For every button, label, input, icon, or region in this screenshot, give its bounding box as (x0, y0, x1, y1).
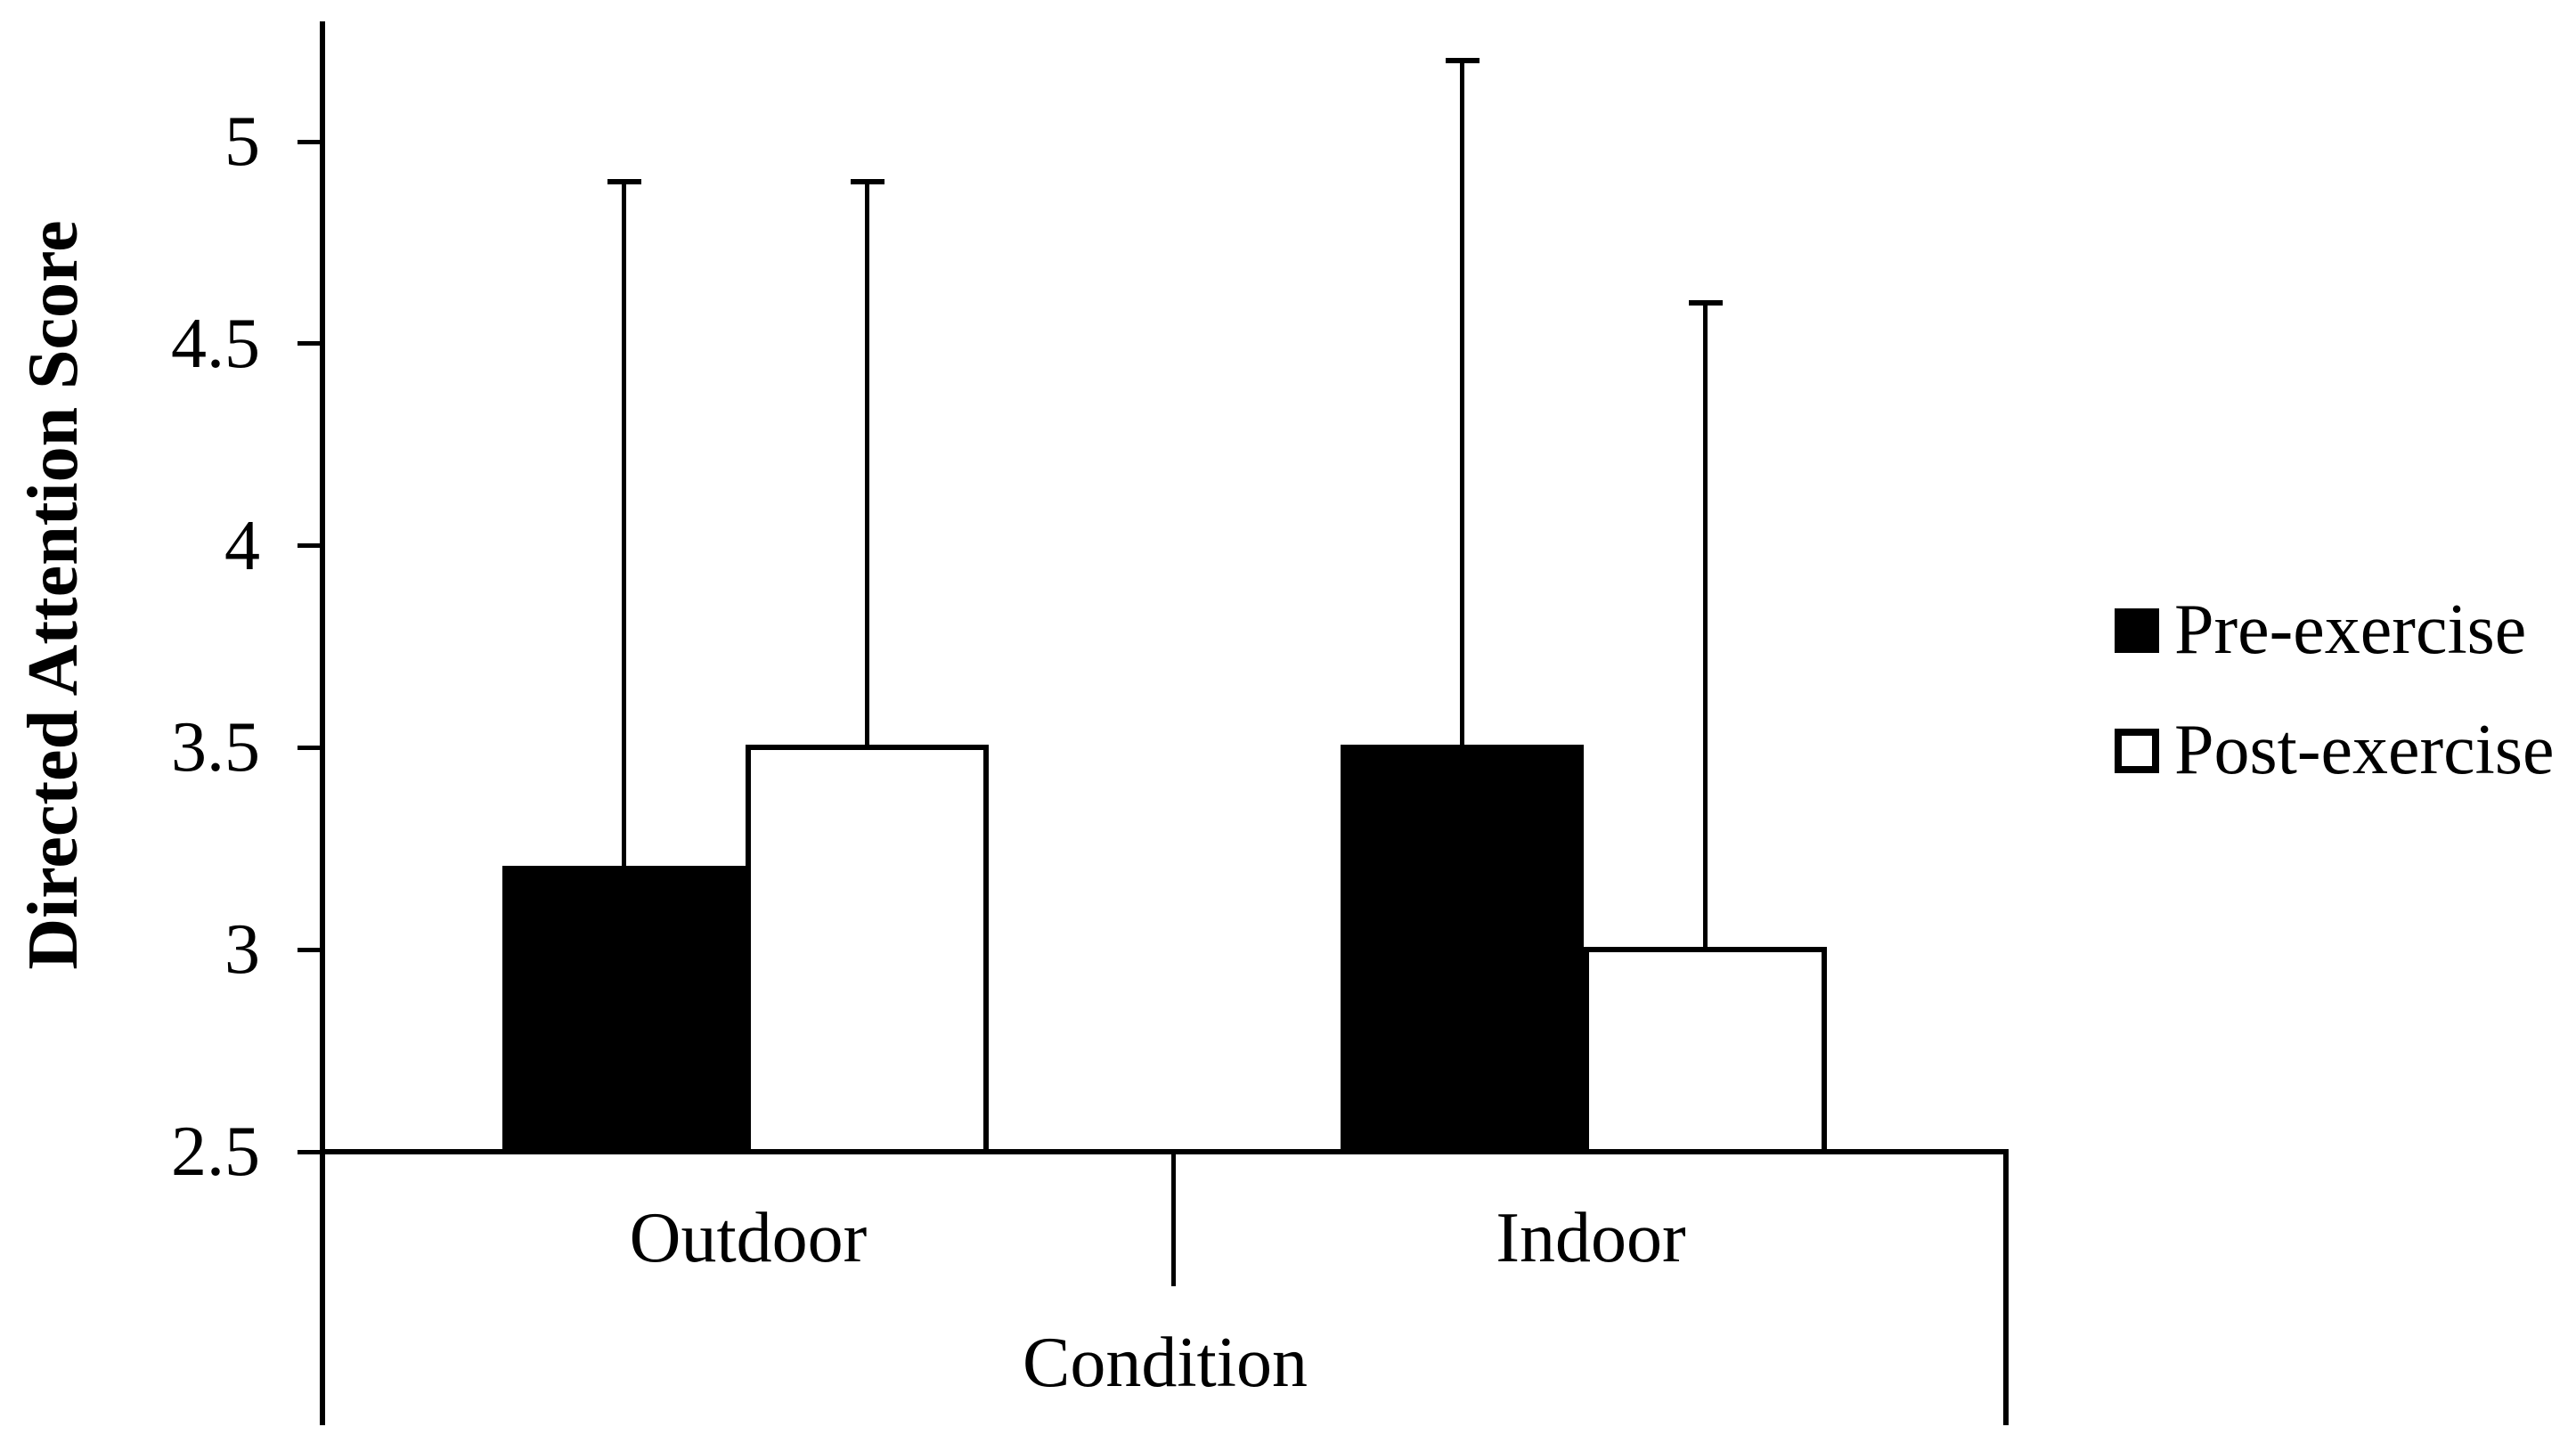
y-tick-label: 3 (224, 910, 260, 990)
error-cap-indoor-post-exercise (1688, 300, 1723, 306)
category-label-outdoor: Outdoor (629, 1199, 868, 1277)
y-tick-label: 3.5 (171, 708, 260, 787)
legend-swatch-pre-exercise-icon (2115, 607, 2159, 653)
legend: Pre-exercise Post-exercise (2115, 570, 2555, 811)
y-axis-title: Directed Attention Score (14, 220, 93, 970)
bar-indoor-pre-exercise (1341, 745, 1584, 1154)
legend-item-pre-exercise: Pre-exercise (2115, 570, 2555, 690)
y-tick-label: 4 (224, 506, 260, 585)
legend-item-post-exercise: Post-exercise (2115, 690, 2555, 811)
y-tick-mark (298, 745, 320, 750)
y-axis-line (320, 21, 325, 1425)
error-bar-outdoor-post-exercise (865, 184, 869, 748)
error-cap-outdoor-post-exercise (850, 179, 884, 185)
y-tick-mark (298, 139, 320, 144)
axis-frame-right-line (2003, 1149, 2009, 1425)
bar-outdoor-post-exercise (746, 745, 989, 1154)
error-bar-outdoor-pre-exercise (622, 184, 626, 869)
category-label-indoor: Indoor (1496, 1199, 1686, 1277)
bar-outdoor-pre-exercise (502, 866, 746, 1154)
error-cap-indoor-pre-exercise (1445, 58, 1480, 64)
x-axis-title: Condition (1022, 1324, 1308, 1402)
category-divider-line (1171, 1154, 1176, 1286)
y-tick-label: 2.5 (171, 1113, 260, 1191)
y-tick-mark (298, 1149, 320, 1154)
legend-label-pre-exercise: Pre-exercise (2174, 591, 2527, 669)
y-tick-mark (298, 947, 320, 952)
bar-indoor-post-exercise (1584, 947, 1827, 1154)
y-tick-mark (298, 543, 320, 549)
error-bar-indoor-pre-exercise (1460, 63, 1464, 748)
y-tick-label: 4.5 (171, 304, 260, 383)
error-cap-outdoor-pre-exercise (607, 179, 641, 185)
legend-label-post-exercise: Post-exercise (2174, 711, 2555, 789)
y-tick-label: 5 (224, 102, 260, 181)
y-tick-mark (298, 341, 320, 347)
x-axis-line (320, 1149, 2009, 1154)
error-bar-indoor-post-exercise (1703, 306, 1708, 950)
legend-swatch-post-exercise-icon (2115, 728, 2159, 773)
